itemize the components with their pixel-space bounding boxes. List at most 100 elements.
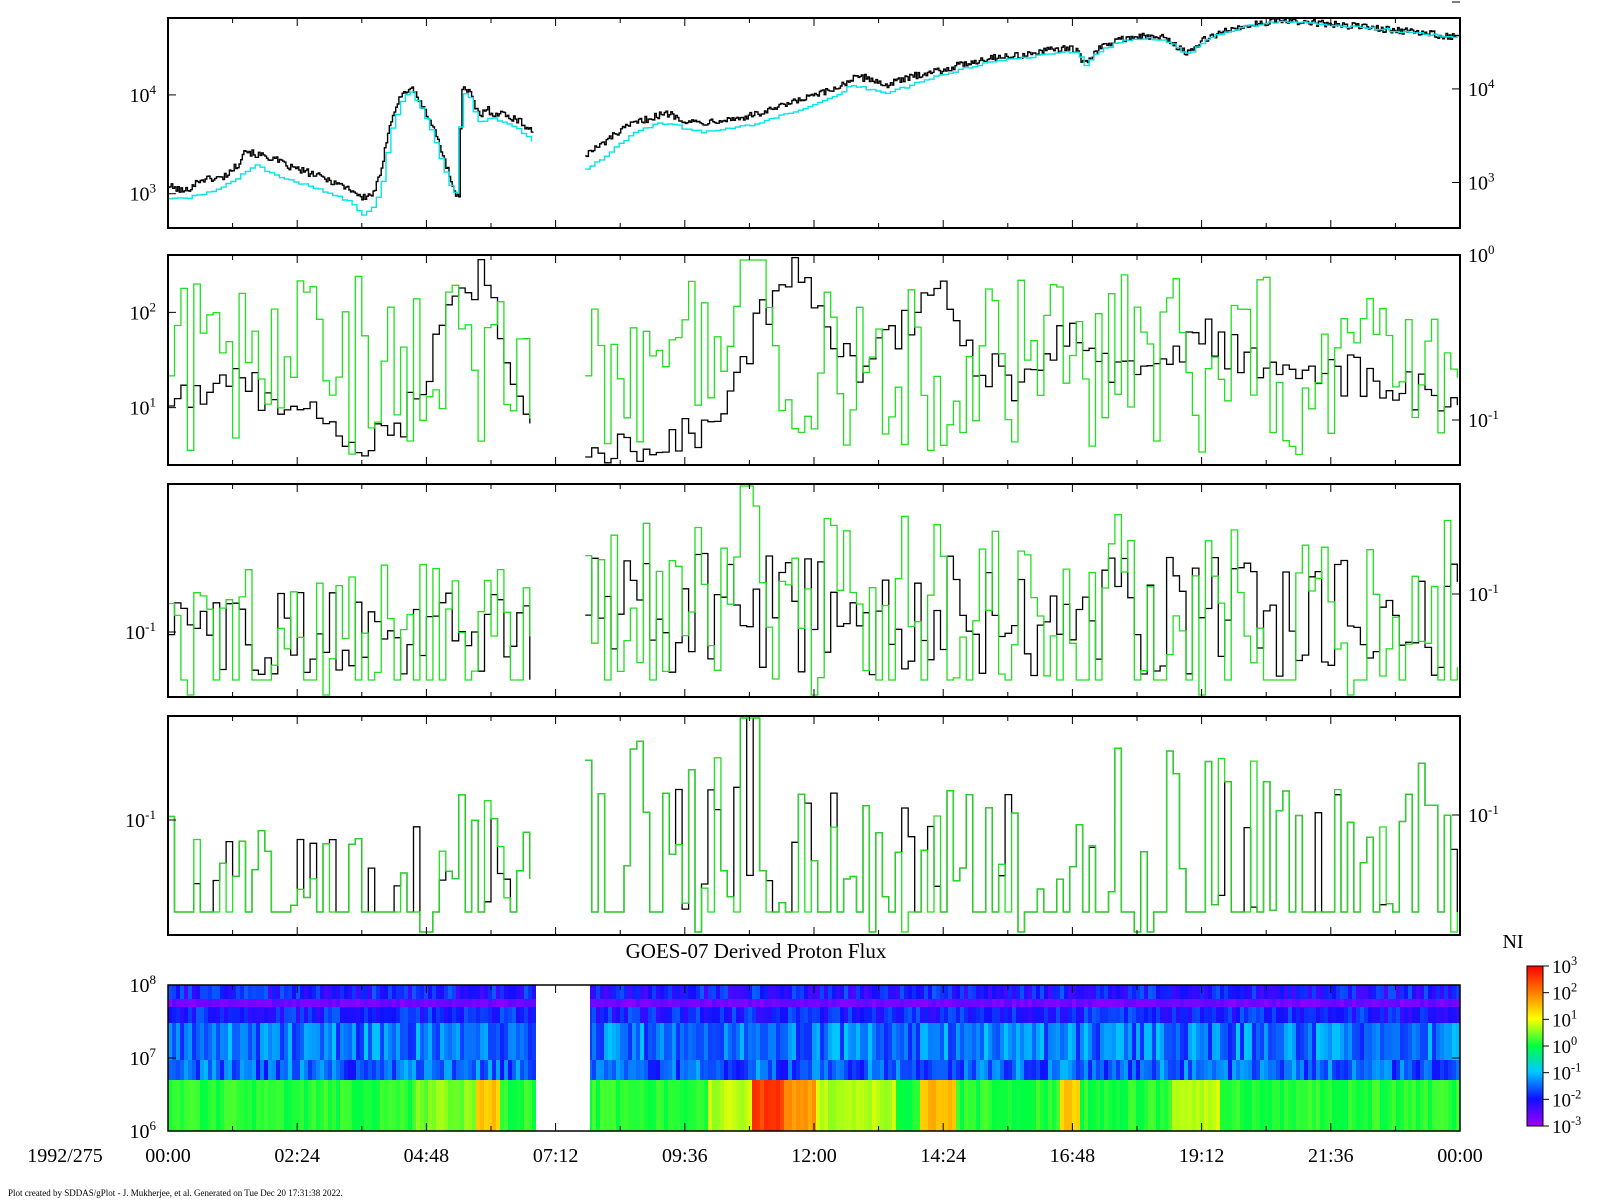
spectrogram-cell <box>1396 1060 1401 1080</box>
spectrogram-cell <box>604 999 609 1007</box>
spectrogram-cell <box>516 985 521 999</box>
spectrogram-cell <box>232 1060 237 1080</box>
spectrogram-cell <box>512 1080 517 1131</box>
spectrogram-cell <box>392 1060 397 1080</box>
spectrogram-cell <box>1420 1060 1425 1080</box>
spectrogram-cell <box>896 1060 901 1080</box>
spectrogram-cell <box>1032 1060 1037 1080</box>
spectrogram-cell <box>204 1007 209 1023</box>
spectrogram-cell <box>1192 1007 1197 1023</box>
spectrogram-cell <box>784 1007 789 1023</box>
spectrogram-cell <box>828 1007 833 1023</box>
spectrogram-cell <box>1196 1080 1201 1131</box>
spectrogram-cell <box>592 999 597 1007</box>
spectrogram-cell <box>1212 1007 1217 1023</box>
spectrogram-cell <box>1244 1023 1249 1060</box>
spectrogram-cell <box>1068 1023 1073 1060</box>
spectrogram-cell <box>300 999 305 1007</box>
spectrogram-cell <box>900 1023 905 1060</box>
spectrogram-cell <box>948 1023 953 1060</box>
spectrogram-cell <box>324 1060 329 1080</box>
spectrogram-cell <box>1136 1060 1141 1080</box>
spectrogram-cell <box>1088 1007 1093 1023</box>
spectrogram-cell <box>524 1023 529 1060</box>
spectrogram-cell <box>416 985 421 999</box>
spectrogram-cell <box>1316 1023 1321 1060</box>
spectrogram-cell <box>784 999 789 1007</box>
spectrogram-cell <box>980 999 985 1007</box>
spectrogram-cell <box>740 1080 745 1131</box>
spectrogram-cell <box>1348 1007 1353 1023</box>
spectrogram-cell <box>768 1007 773 1023</box>
spectrogram-cell <box>1180 985 1185 999</box>
spectrogram-cell <box>1000 1023 1005 1060</box>
spectrogram-cell <box>1280 1080 1285 1131</box>
spectrogram-cell <box>908 1060 913 1080</box>
spectrogram-cell <box>768 1023 773 1060</box>
spectrogram-cell <box>184 1007 189 1023</box>
spectrogram-cell <box>680 1023 685 1060</box>
spectrogram-cell <box>848 999 853 1007</box>
spectrogram-cell <box>1352 1007 1357 1023</box>
spectrogram-cell <box>692 1080 697 1131</box>
spectrogram-cell <box>1168 1060 1173 1080</box>
spectrogram-cell <box>484 1007 489 1023</box>
spectrogram-cell <box>724 1023 729 1060</box>
spectrogram-cell <box>304 985 309 999</box>
spectrogram-cell <box>380 1007 385 1023</box>
spectrogram-cell <box>996 1007 1001 1023</box>
spectrogram-cell <box>832 1023 837 1060</box>
spectrogram-cell <box>904 985 909 999</box>
spectrogram-cell <box>244 1007 249 1023</box>
spectrogram-cell <box>1296 985 1301 999</box>
spectrogram-cell <box>676 1007 681 1023</box>
spectrogram-cell <box>968 1080 973 1131</box>
spectrogram-cell <box>488 1080 493 1131</box>
panel-2-right-tick-label: 100 <box>1468 242 1495 267</box>
spectrogram-cell <box>988 1007 993 1023</box>
spectrogram-cell <box>456 999 461 1007</box>
spectrogram-cell <box>664 1080 669 1131</box>
spectrogram-cell <box>1136 1023 1141 1060</box>
spectrogram-cell <box>1340 1007 1345 1023</box>
spectrogram-cell <box>1032 1007 1037 1023</box>
spectrogram-cell <box>252 999 257 1007</box>
spectrogram-cell <box>184 999 189 1007</box>
spectrogram-cell <box>228 1007 233 1023</box>
spectrogram-cell <box>820 1007 825 1023</box>
spectrogram-cell <box>388 1080 393 1131</box>
spectrogram-cell <box>1016 1060 1021 1080</box>
spectrogram-cell <box>452 985 457 999</box>
spectrogram-cell <box>668 999 673 1007</box>
spectrogram-cell <box>1392 1023 1397 1060</box>
spectrogram-cell <box>1348 985 1353 999</box>
spectrogram-cell <box>476 1023 481 1060</box>
spectrogram-cell <box>1072 1023 1077 1060</box>
spectrogram-cell <box>1332 999 1337 1007</box>
spectrogram-cell <box>1336 985 1341 999</box>
spectrogram-cell <box>776 1007 781 1023</box>
spectrogram-cell <box>248 1007 253 1023</box>
spectrogram-cell <box>1008 1023 1013 1060</box>
spectrogram-cell <box>452 1060 457 1080</box>
spectrogram-cell <box>1356 1007 1361 1023</box>
spectrogram-cell <box>1120 999 1125 1007</box>
spectrogram-cell <box>784 985 789 999</box>
spectrogram-cell <box>932 1060 937 1080</box>
panel-5-left-tick-label: 107 <box>130 1045 157 1070</box>
spectrogram-cell <box>908 985 913 999</box>
spectrogram-cell <box>508 999 513 1007</box>
spectrogram-cell <box>840 985 845 999</box>
spectrogram-cell <box>660 1007 665 1023</box>
spectrogram-cell <box>176 1023 181 1060</box>
spectrogram-cell <box>1036 985 1041 999</box>
footer-credit: Plot created by SDDAS/gPlot - J. Mukherj… <box>8 1188 343 1198</box>
spectrogram-cell <box>1024 1080 1029 1131</box>
spectrogram-cell <box>900 999 905 1007</box>
spectrogram-cell <box>628 1060 633 1080</box>
spectrogram-cell <box>1272 985 1277 999</box>
spectrogram-cell <box>1048 985 1053 999</box>
spectrogram-cell <box>192 1080 197 1131</box>
spectrogram-cell <box>1216 1080 1221 1131</box>
spectrogram-cell <box>924 1060 929 1080</box>
